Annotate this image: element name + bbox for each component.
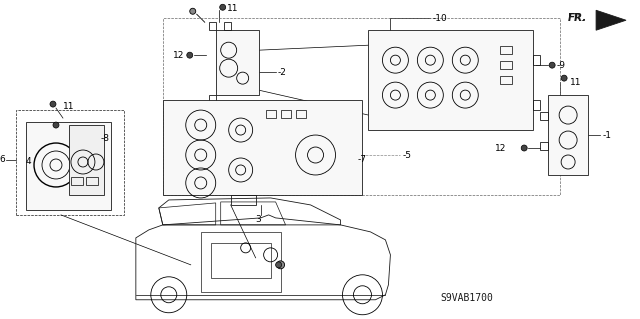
Bar	[86, 177, 98, 185]
Polygon shape	[596, 10, 626, 30]
Text: S9VAB1700: S9VAB1700	[440, 293, 493, 303]
Text: FR.: FR.	[568, 13, 584, 23]
Circle shape	[187, 52, 193, 58]
Circle shape	[561, 75, 567, 81]
Text: 11: 11	[570, 78, 582, 87]
Polygon shape	[216, 30, 259, 95]
Text: 12: 12	[173, 51, 185, 60]
Bar	[26, 122, 111, 210]
Text: 11: 11	[227, 4, 238, 13]
Circle shape	[220, 4, 226, 10]
Text: -9: -9	[556, 61, 565, 70]
Text: FR.: FR.	[568, 13, 588, 23]
Circle shape	[50, 101, 56, 107]
Bar	[211, 243, 271, 278]
Bar	[16, 110, 124, 215]
Bar	[548, 95, 588, 175]
Circle shape	[521, 145, 527, 151]
Text: -2: -2	[278, 68, 287, 77]
Text: -1: -1	[602, 130, 611, 139]
Text: 3: 3	[256, 215, 262, 224]
Text: -8: -8	[101, 134, 110, 143]
Circle shape	[53, 122, 59, 128]
Bar	[369, 30, 533, 130]
Bar	[163, 100, 362, 195]
Bar	[266, 110, 276, 118]
Text: 11: 11	[63, 101, 74, 111]
Text: -7: -7	[358, 155, 367, 165]
Bar	[69, 125, 104, 195]
Circle shape	[189, 8, 196, 14]
Text: -10: -10	[433, 14, 447, 23]
Circle shape	[549, 62, 555, 68]
Bar	[163, 18, 560, 195]
Bar	[296, 110, 305, 118]
Text: 6: 6	[0, 155, 5, 165]
Circle shape	[276, 261, 285, 269]
Bar	[71, 177, 83, 185]
Bar	[500, 76, 512, 84]
Bar	[500, 61, 512, 69]
Text: 12: 12	[495, 144, 506, 152]
Text: 4: 4	[26, 158, 31, 167]
Circle shape	[276, 262, 282, 268]
Bar	[500, 46, 512, 54]
Text: -5: -5	[403, 151, 412, 160]
Bar	[280, 110, 291, 118]
Bar	[201, 232, 280, 292]
